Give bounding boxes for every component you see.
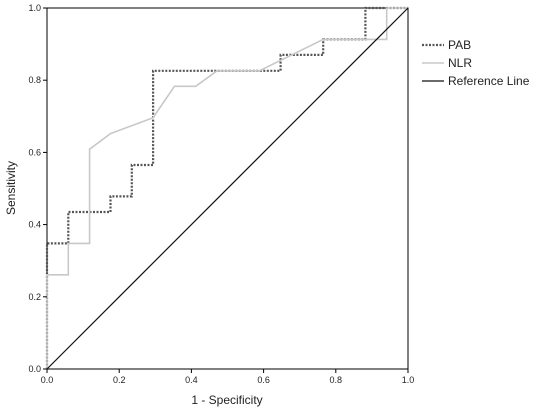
y-tick-label: 0.8: [28, 75, 41, 85]
x-tick-label: 0.8: [330, 375, 343, 385]
y-tick-label: 0.0: [28, 364, 41, 374]
series-line-nlr: [46, 7, 408, 369]
y-tick-label: 1.0: [28, 3, 41, 13]
y-tick-label: 0.4: [28, 220, 41, 230]
series-layer: [45, 6, 409, 370]
x-tick-label: 1.0: [402, 375, 415, 385]
x-axis-label: 1 - Specificity: [191, 393, 262, 407]
series-line-reference-line: [46, 7, 409, 370]
legend-label-reference-line: Reference Line: [448, 74, 530, 88]
x-tick-label: 0.0: [41, 375, 54, 385]
x-tick-label: 0.6: [257, 375, 270, 385]
y-tick-label: 0.6: [28, 147, 41, 157]
x-tick-label: 0.2: [113, 375, 126, 385]
x-tick-label: 0.4: [185, 375, 198, 385]
legend: PAB NLR Reference Line: [422, 38, 530, 88]
y-axis-label: Sensitivity: [4, 161, 18, 215]
y-tick-label: 0.2: [28, 292, 41, 302]
x-axis-ticks: 0.0 0.2 0.4 0.6 0.8 1.0: [41, 369, 415, 385]
legend-label-nlr: NLR: [448, 56, 472, 70]
legend-label-pab: PAB: [448, 38, 471, 52]
y-axis-ticks: 0.0 0.2 0.4 0.6 0.8 1.0: [28, 3, 47, 374]
